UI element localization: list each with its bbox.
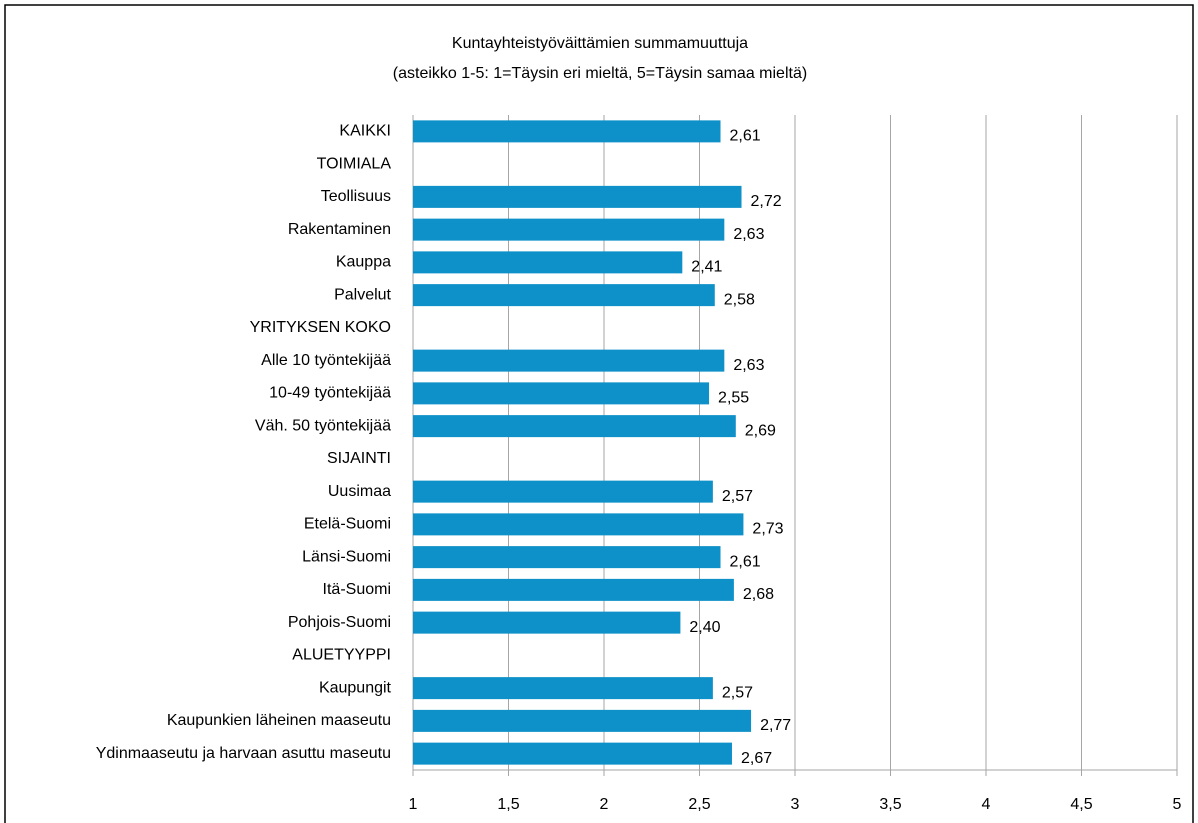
bar — [413, 709, 752, 732]
y-tick-label: Itä-Suomi — [323, 581, 391, 598]
data-label: 2,61 — [730, 128, 761, 145]
y-tick-label: Uusimaa — [328, 483, 391, 500]
data-label: 2,41 — [691, 259, 722, 276]
y-tick-label: Kauppa — [336, 254, 391, 271]
y-tick-label: Kaupunkien läheinen maaseutu — [167, 712, 391, 729]
y-tick-label: Kaupungit — [319, 679, 392, 696]
data-label: 2,63 — [733, 357, 764, 374]
chart-subtitle: (asteikko 1-5: 1=Täysin eri mieltä, 5=Tä… — [393, 65, 807, 82]
bar — [413, 218, 725, 241]
data-label: 2,58 — [724, 291, 755, 308]
x-tick-label: 5 — [1173, 796, 1182, 813]
y-tick-label: Väh. 50 työntekijää — [255, 417, 391, 434]
bar — [413, 120, 721, 143]
y-tick-label: KAIKKI — [339, 123, 391, 140]
bar — [413, 480, 713, 503]
y-tick-label: TOIMIALA — [317, 155, 392, 172]
data-label: 2,63 — [733, 226, 764, 243]
bar — [413, 677, 713, 700]
y-tick-label: SIJAINTI — [327, 450, 391, 467]
bar — [413, 611, 681, 634]
x-tick-label: 4 — [982, 796, 991, 813]
y-tick-label: YRITYKSEN KOKO — [250, 319, 391, 336]
bar — [413, 415, 736, 438]
bar — [413, 185, 742, 208]
y-tick-label: Länsi-Suomi — [302, 548, 391, 565]
bar — [413, 382, 710, 405]
chart-border — [4, 4, 1194, 823]
data-label: 2,57 — [722, 488, 753, 505]
bar — [413, 546, 721, 569]
chart-title: Kuntayhteistyöväittämien summamuuttuja — [452, 35, 748, 52]
y-tick-label: Pohjois-Suomi — [288, 614, 391, 631]
y-tick-label: 10-49 työntekijää — [269, 385, 391, 402]
data-label: 2,73 — [752, 521, 783, 538]
bar — [413, 349, 725, 372]
y-tick-label: Alle 10 työntekijää — [261, 352, 391, 369]
y-tick-label: Palvelut — [334, 286, 391, 303]
y-tick-label: Etelä-Suomi — [304, 516, 391, 533]
x-tick-label: 1,5 — [497, 796, 519, 813]
data-label: 2,61 — [730, 553, 761, 570]
y-tick-label: Teollisuus — [321, 188, 391, 205]
x-tick-label: 2 — [600, 796, 609, 813]
x-tick-label: 2,5 — [688, 796, 710, 813]
bar — [413, 578, 734, 601]
data-label: 2,69 — [745, 422, 776, 439]
x-tick-label: 4,5 — [1070, 796, 1092, 813]
bar — [413, 513, 744, 536]
data-label: 2,40 — [689, 619, 720, 636]
data-label: 2,77 — [760, 717, 791, 734]
data-label: 2,55 — [718, 390, 749, 407]
data-label: 2,72 — [751, 193, 782, 210]
data-label: 2,57 — [722, 684, 753, 701]
data-label: 2,67 — [741, 750, 772, 767]
y-tick-label: ALUETYYPPI — [292, 647, 391, 664]
bar — [413, 742, 732, 765]
x-tick-label: 3 — [791, 796, 800, 813]
y-tick-label: Ydinmaaseutu ja harvaan asuttu maseutu — [96, 745, 391, 762]
x-tick-label: 1 — [409, 796, 418, 813]
y-tick-label: Rakentaminen — [288, 221, 391, 238]
data-label: 2,68 — [743, 586, 774, 603]
bar — [413, 251, 683, 274]
bar — [413, 284, 715, 307]
x-tick-label: 3,5 — [879, 796, 901, 813]
